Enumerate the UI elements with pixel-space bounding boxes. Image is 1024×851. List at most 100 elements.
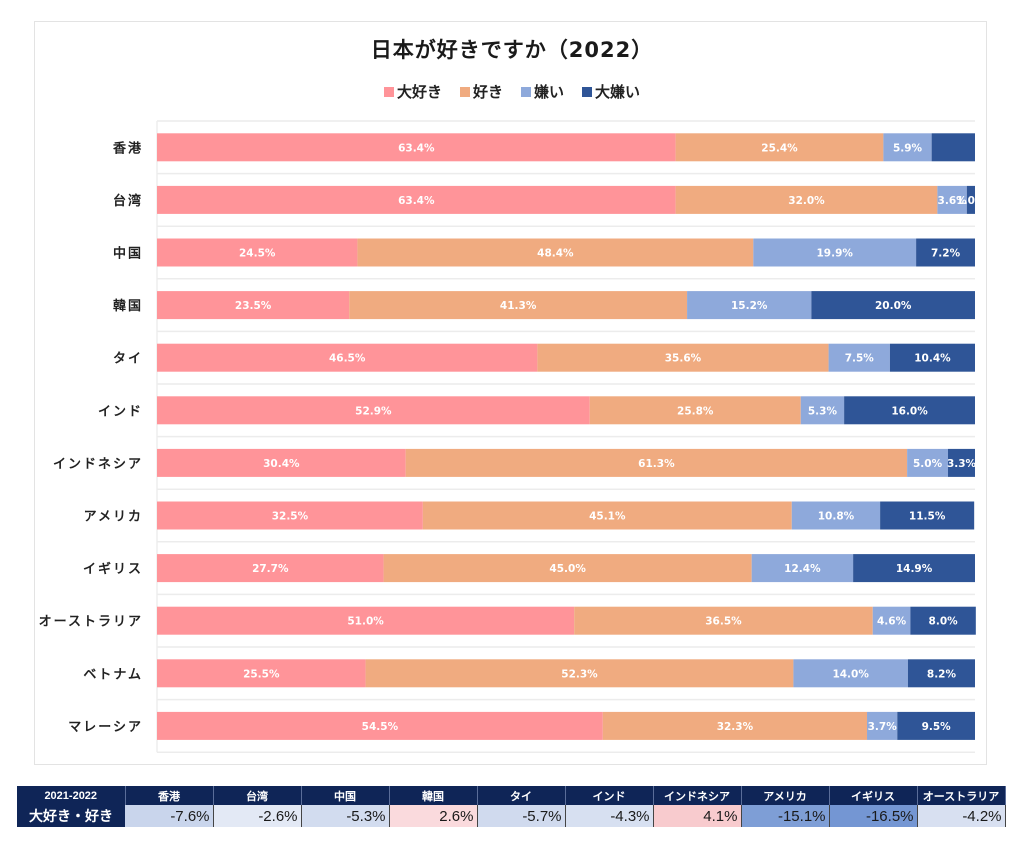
bar-segment bbox=[405, 448, 908, 477]
data-label: 10.8% bbox=[818, 511, 855, 523]
bar-segment bbox=[948, 448, 975, 477]
legend-label: 大嫌い bbox=[595, 83, 641, 101]
data-label: 14.9% bbox=[896, 563, 933, 575]
bar-segment bbox=[157, 396, 590, 425]
data-label: 16.0% bbox=[891, 405, 928, 417]
data-label: 3.7% bbox=[868, 721, 898, 733]
bar-segment bbox=[157, 133, 676, 162]
category-label: ベトナム bbox=[83, 667, 143, 682]
bar-segment bbox=[793, 659, 908, 688]
category-label: 韓国 bbox=[113, 298, 143, 314]
bar-segment bbox=[157, 448, 406, 477]
bar-segment bbox=[589, 396, 801, 425]
data-label: 9.5% bbox=[922, 721, 952, 733]
bar-segment bbox=[157, 711, 603, 740]
legend-swatch-suki bbox=[459, 86, 470, 97]
data-label: 14.0% bbox=[832, 668, 869, 680]
data-label: 10.4% bbox=[914, 353, 951, 365]
data-label: 30.4% bbox=[263, 458, 300, 470]
data-label: 25.5% bbox=[243, 668, 280, 680]
bar-segment bbox=[157, 185, 676, 214]
bar-segment bbox=[916, 238, 975, 267]
bar-segment bbox=[910, 606, 976, 635]
table-column-header: インド bbox=[565, 786, 654, 805]
category-label: 台湾 bbox=[113, 193, 143, 209]
bar-segment bbox=[574, 606, 873, 635]
table-value-cell: -7.6% bbox=[125, 805, 214, 827]
bar-segment bbox=[753, 238, 917, 267]
data-label: 7.5% bbox=[845, 353, 875, 365]
chart-title: 日本が好きですか（2022） bbox=[370, 38, 654, 62]
table-corner-label: 2021-2022 bbox=[17, 786, 126, 805]
bar-segment bbox=[883, 133, 932, 162]
bar-segment bbox=[811, 291, 975, 320]
bar-segment bbox=[365, 659, 794, 688]
category-label: アメリカ bbox=[84, 510, 143, 525]
bar-segment bbox=[157, 606, 575, 635]
bar-segment bbox=[867, 711, 898, 740]
legend-label: 嫌い bbox=[534, 83, 565, 101]
category-label: タイ bbox=[113, 352, 143, 367]
data-label: 32.5% bbox=[272, 511, 309, 523]
change-table: 2021-2022 香港 台湾 中国 韓国 タイ インド インドネシア アメリカ イギリス オース… bbox=[17, 786, 1006, 827]
table-value-cell: -4.2% bbox=[917, 805, 1006, 827]
table-header-row: 2021-2022 香港 台湾 中国 韓国 タイ インド インドネシア アメリカ イギリス オース… bbox=[17, 786, 1006, 805]
table-row-label: 大好き・好き bbox=[17, 805, 125, 827]
data-label: 5.9% bbox=[893, 142, 923, 154]
data-label: 11.5% bbox=[909, 511, 946, 523]
data-label: 27.7% bbox=[252, 563, 289, 575]
data-label: 32.3% bbox=[717, 721, 754, 733]
bar-segment bbox=[383, 554, 752, 583]
data-label: 25.8% bbox=[677, 405, 714, 417]
bar-segment bbox=[157, 501, 423, 530]
table-value-cell: -5.3% bbox=[301, 805, 390, 827]
data-label: 3.6% bbox=[938, 195, 968, 207]
data-label: 8.2% bbox=[927, 668, 957, 680]
data-label: 61.3% bbox=[638, 458, 675, 470]
data-label: 8.0% bbox=[929, 616, 959, 628]
bar-segment bbox=[157, 238, 358, 267]
table-column-header: タイ bbox=[477, 786, 566, 805]
category-label: インド bbox=[98, 404, 143, 419]
data-label: 25.4% bbox=[761, 142, 798, 154]
table-column-header: オーストラリア bbox=[917, 786, 1006, 805]
bar-segment bbox=[349, 291, 688, 320]
data-label: 36.5% bbox=[705, 616, 742, 628]
category-label: インドネシア bbox=[53, 457, 143, 472]
category-label: 香港 bbox=[112, 140, 143, 156]
data-label: 52.9% bbox=[355, 405, 392, 417]
table-value-cell: 4.1% bbox=[653, 805, 742, 827]
table-value-cell: 2.6% bbox=[389, 805, 478, 827]
legend-swatch-daisuki bbox=[383, 86, 394, 97]
bar-segment bbox=[157, 659, 366, 688]
category-label: 中国 bbox=[113, 246, 143, 262]
table-column-header: 中国 bbox=[301, 786, 390, 805]
bar-segment bbox=[157, 343, 538, 372]
data-label: 41.3% bbox=[500, 300, 537, 312]
data-label: 4.6% bbox=[877, 616, 907, 628]
bar-segment bbox=[897, 711, 975, 740]
data-label: 54.5% bbox=[362, 721, 399, 733]
legend-item-suki: 好き bbox=[459, 81, 503, 102]
category-label: オーストラリア bbox=[39, 615, 143, 630]
data-label: 20.0% bbox=[875, 300, 912, 312]
bar-segment bbox=[751, 554, 854, 583]
legend-swatch-kirai bbox=[521, 86, 531, 97]
data-label: 7.2% bbox=[931, 248, 961, 260]
bar-segment bbox=[422, 501, 792, 530]
legend: 大好き 好き 嫌い 大嫌い bbox=[0, 81, 1024, 102]
bar-segment bbox=[872, 606, 911, 635]
bar-segment bbox=[157, 554, 384, 583]
data-label: 46.5% bbox=[329, 353, 366, 365]
bar-segment bbox=[853, 554, 975, 583]
table-value-cell: -15.1% bbox=[741, 805, 830, 827]
data-label: 51.0% bbox=[347, 616, 384, 628]
table-column-header: 香港 bbox=[125, 786, 214, 805]
data-label: 24.5% bbox=[239, 248, 276, 260]
bar-segment bbox=[889, 343, 975, 372]
category-label: マレーシア bbox=[68, 720, 143, 735]
data-label: 35.6% bbox=[665, 353, 702, 365]
bar-segment bbox=[800, 396, 845, 425]
data-label: 5.0% bbox=[913, 458, 943, 470]
data-label: 12.4% bbox=[784, 563, 821, 575]
